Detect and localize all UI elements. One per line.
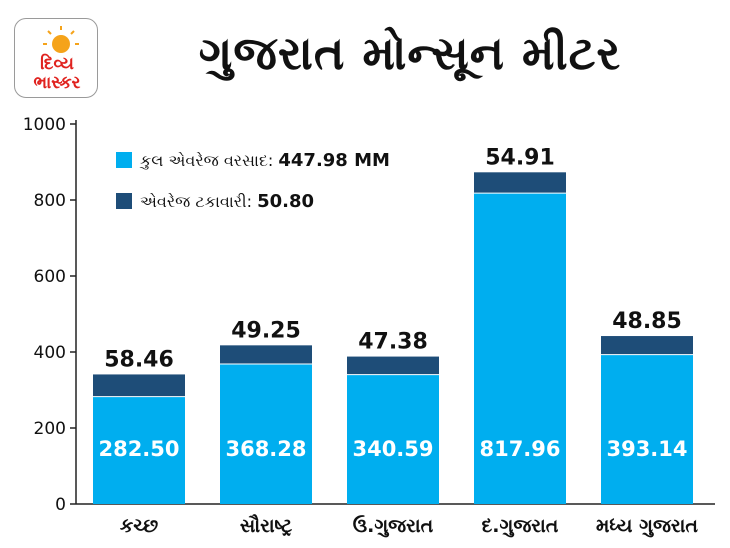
- top-value-label-0: 58.46: [104, 347, 174, 372]
- logo-line1: દિવ્ય: [40, 53, 74, 74]
- y-tick-label: 1000: [23, 115, 66, 135]
- legend-swatch-0: [116, 152, 132, 168]
- page-title: ગુજરાત મોન્સૂન મીટર: [198, 26, 622, 80]
- bar-base-3: [474, 193, 566, 504]
- bar-base-2: [347, 374, 439, 504]
- bar-top-0: [93, 374, 185, 397]
- bar-top-2: [347, 356, 439, 375]
- legend-label-0: કુલ એવરેજ વરસાદ:: [139, 151, 278, 170]
- bar-base-1: [220, 364, 312, 504]
- legend-swatch-1: [116, 193, 132, 209]
- legend-label-1: એવરેજ ટકાવારી:: [140, 192, 257, 211]
- top-value-label-2: 47.38: [358, 330, 428, 355]
- top-value-label-4: 48.85: [612, 309, 682, 334]
- top-value-label-3: 54.91: [485, 145, 555, 170]
- bar-top-3: [474, 172, 566, 194]
- bar-base-4: [601, 354, 693, 504]
- category-label-4: મધ્ય ગુજરાત: [596, 515, 698, 537]
- base-value-label-4: 393.14: [606, 437, 687, 461]
- bar-top-4: [601, 336, 693, 355]
- logo-line2: ભાસ્કર: [34, 73, 81, 93]
- legend-entry-1: એવરેજ ટકાવારી: 50.80: [140, 191, 314, 212]
- sun-rays-icon: [43, 26, 79, 45]
- top-value-label-1: 49.25: [231, 318, 301, 343]
- legend-value-1: 50.80: [257, 191, 314, 212]
- bar-top-1: [220, 345, 312, 365]
- sun-icon: [52, 35, 70, 53]
- y-tick-label: 400: [34, 343, 66, 363]
- legend-entry-0: કુલ એવરેજ વરસાદ: 447.98 MM: [139, 150, 390, 171]
- legend-value-0: 447.98 MM: [278, 150, 390, 171]
- base-value-label-3: 817.96: [479, 437, 560, 461]
- logo-graphic: દિવ્ય ભાસ્કર: [34, 26, 81, 93]
- category-label-1: સૌરાષ્ટ્ર: [240, 514, 292, 537]
- bar-base-0: [93, 396, 185, 504]
- y-tick-label: 800: [34, 191, 66, 211]
- base-value-label-2: 340.59: [352, 437, 433, 461]
- chart-legend: કુલ એવરેજ વરસાદ: 447.98 MM એવરેજ ટકાવારી:…: [116, 150, 390, 212]
- base-value-label-0: 282.50: [98, 437, 179, 461]
- base-value-label-1: 368.28: [225, 437, 306, 461]
- chart-bars: 282.50 58.46 કચ્છ 368.28 49.25 સૌરાષ્ટ્ર 340.5…: [93, 145, 698, 537]
- y-tick-label: 0: [55, 495, 66, 515]
- divya-bhaskar-logo: દિવ્ય ભાસ્કર: [14, 18, 98, 98]
- y-tick-label: 600: [34, 267, 66, 287]
- category-label-0: કચ્છ: [120, 515, 159, 537]
- category-label-3: દ.ગુજરાત: [482, 515, 559, 537]
- category-label-2: ઉ.ગુજરાત: [353, 514, 434, 537]
- y-tick-label: 200: [34, 419, 66, 439]
